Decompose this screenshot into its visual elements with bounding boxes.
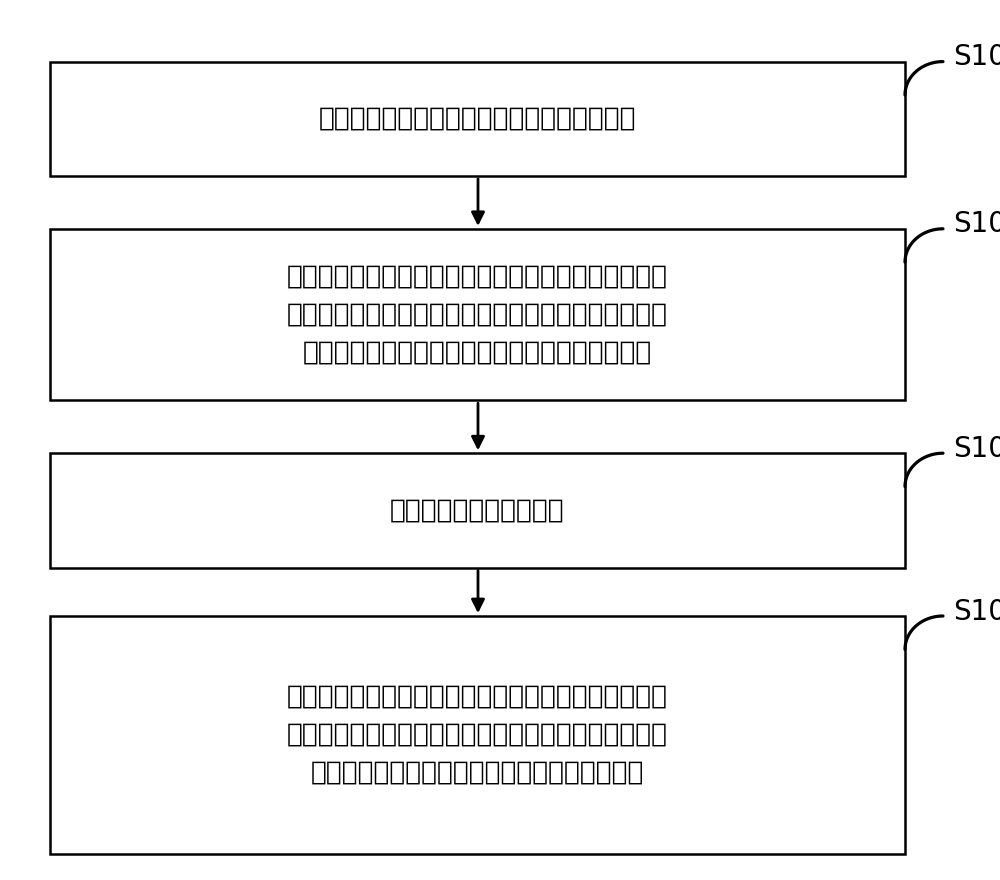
Bar <box>50 616 905 854</box>
Text: S101: S101 <box>953 43 1000 71</box>
Text: 当直流输电系统处于换流阀过电压工况的情况下，输出
直流耗能装置投入指令，其中，直流耗能装置投入指令
用于接入直流耗能装置消耗换流阀直流端口的能量: 当直流输电系统处于换流阀过电压工况的情况下，输出 直流耗能装置投入指令，其中，直… <box>287 264 668 365</box>
Text: S104: S104 <box>953 598 1000 626</box>
Text: S102: S102 <box>953 210 1000 238</box>
Text: 检测交流断路器是否断开: 检测交流断路器是否断开 <box>390 497 565 524</box>
Text: 检测直流输电系统是否处于换流阀过电压工况: 检测直流输电系统是否处于换流阀过电压工况 <box>319 106 636 132</box>
Bar <box>50 62 905 176</box>
Text: S103: S103 <box>953 435 1000 463</box>
Text: 当交流断路器断开的情况下，输出直流耗能装置退出指
令，其中，所述直流耗能装置退出指令用于退出投入的
直流耗能装置，不再消耗换流阀直流端口的能量: 当交流断路器断开的情况下，输出直流耗能装置退出指 令，其中，所述直流耗能装置退出… <box>287 684 668 786</box>
Bar <box>50 229 905 400</box>
Bar <box>50 453 905 568</box>
